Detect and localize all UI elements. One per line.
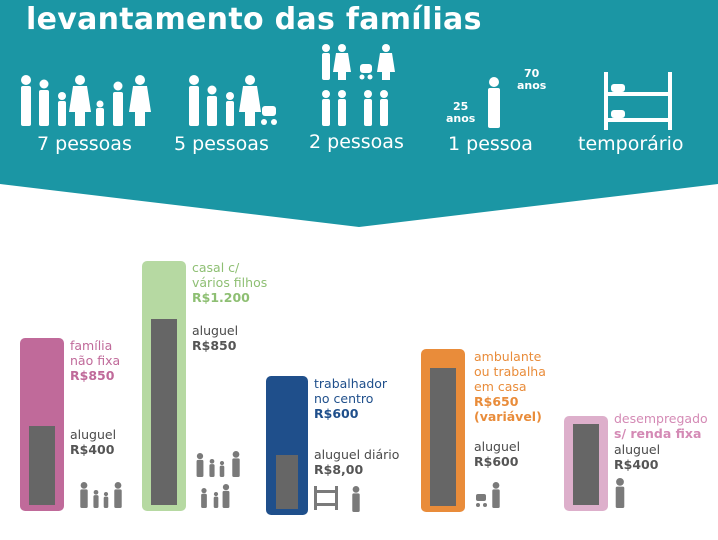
category-label-7: 7 pessoas [37,133,132,155]
bar-2-income-line: no centro [314,391,374,406]
category-label-temporario: temporário [578,133,684,155]
family-group-icon [196,451,240,508]
bar-t-rent-label: aluguel R$400 [614,442,661,472]
bar-5-income-label: casal c/ vários filhos R$1.200 [192,260,267,305]
bar-7-rent-value: R$400 [70,442,115,457]
single-person-icon [488,77,500,128]
bar-5-rent-label: aluguel R$850 [192,323,239,353]
bar-7-income-line: não fixa [70,353,121,368]
age-left: 25 anos [446,100,476,125]
stroller-person-icon [476,482,500,508]
bar-bt-rent [573,424,599,505]
bar-b5-rent [151,319,177,505]
bar-1-rent-label: aluguel R$600 [474,439,521,469]
bar-b1-rent [430,368,456,506]
bar-b7-rent [29,426,55,505]
bar-1-income-line: ambulante [474,349,542,364]
bar-t-rent-value: R$400 [614,457,659,472]
bunk-bed-person-icon [314,486,360,512]
category-label-2: 2 pessoas [309,131,404,153]
family-of-five-icon [189,75,277,126]
age-right: 70 anos [517,67,547,92]
bar-7-income-value: R$850 [70,368,115,383]
bar-5-income-line: casal c/ [192,260,240,275]
bar-1-rent-value: R$600 [474,454,519,469]
bar-1-income-label: ambulante ou trabalha em casa R$650 (var… [474,349,546,424]
bar-2-income-value: R$600 [314,406,359,421]
family-icon [80,482,122,508]
category-label-5: 5 pessoas [174,133,269,155]
bar-2-income-label: trabalhador no centro R$600 [314,376,387,421]
bar-1-income-note: (variável) [474,409,542,424]
bar-7-income-line: família [70,338,113,353]
person-icon [615,478,625,508]
bar-t-income-value: s/ renda fixa [614,426,702,441]
bar-2-rent-label: aluguel diário R$8,00 [314,447,400,477]
header-banner [0,0,718,227]
page-title: levantamento das famílias [26,2,482,37]
bar-5-income-value: R$1.200 [192,290,250,305]
bar-1-income-line: em casa [474,379,527,394]
family-of-seven-icon [21,75,151,126]
banner-background [0,0,718,227]
bar-1-income-line: ou trabalha [474,364,546,379]
bar-2-income-line: trabalhador [314,376,388,391]
couples-icon [322,44,395,126]
bar-5-rent-value: R$850 [192,338,237,353]
bar-1-income-value: R$650 [474,394,519,409]
bunk-bed-icon [604,72,672,130]
bar-t-income-line: desempregado [614,411,708,426]
bar-7-rent-label: aluguel R$400 [70,427,117,457]
bar-t-income-label: desempregado s/ renda fixa [614,411,708,441]
bar-2-rent-value: R$8,00 [314,462,364,477]
bar-b2-rent [276,455,298,509]
bar-7-income-label: família não fixa R$850 [70,338,120,383]
category-label-1: 1 pessoa [448,133,533,155]
bar-5-income-line: vários filhos [192,275,268,290]
